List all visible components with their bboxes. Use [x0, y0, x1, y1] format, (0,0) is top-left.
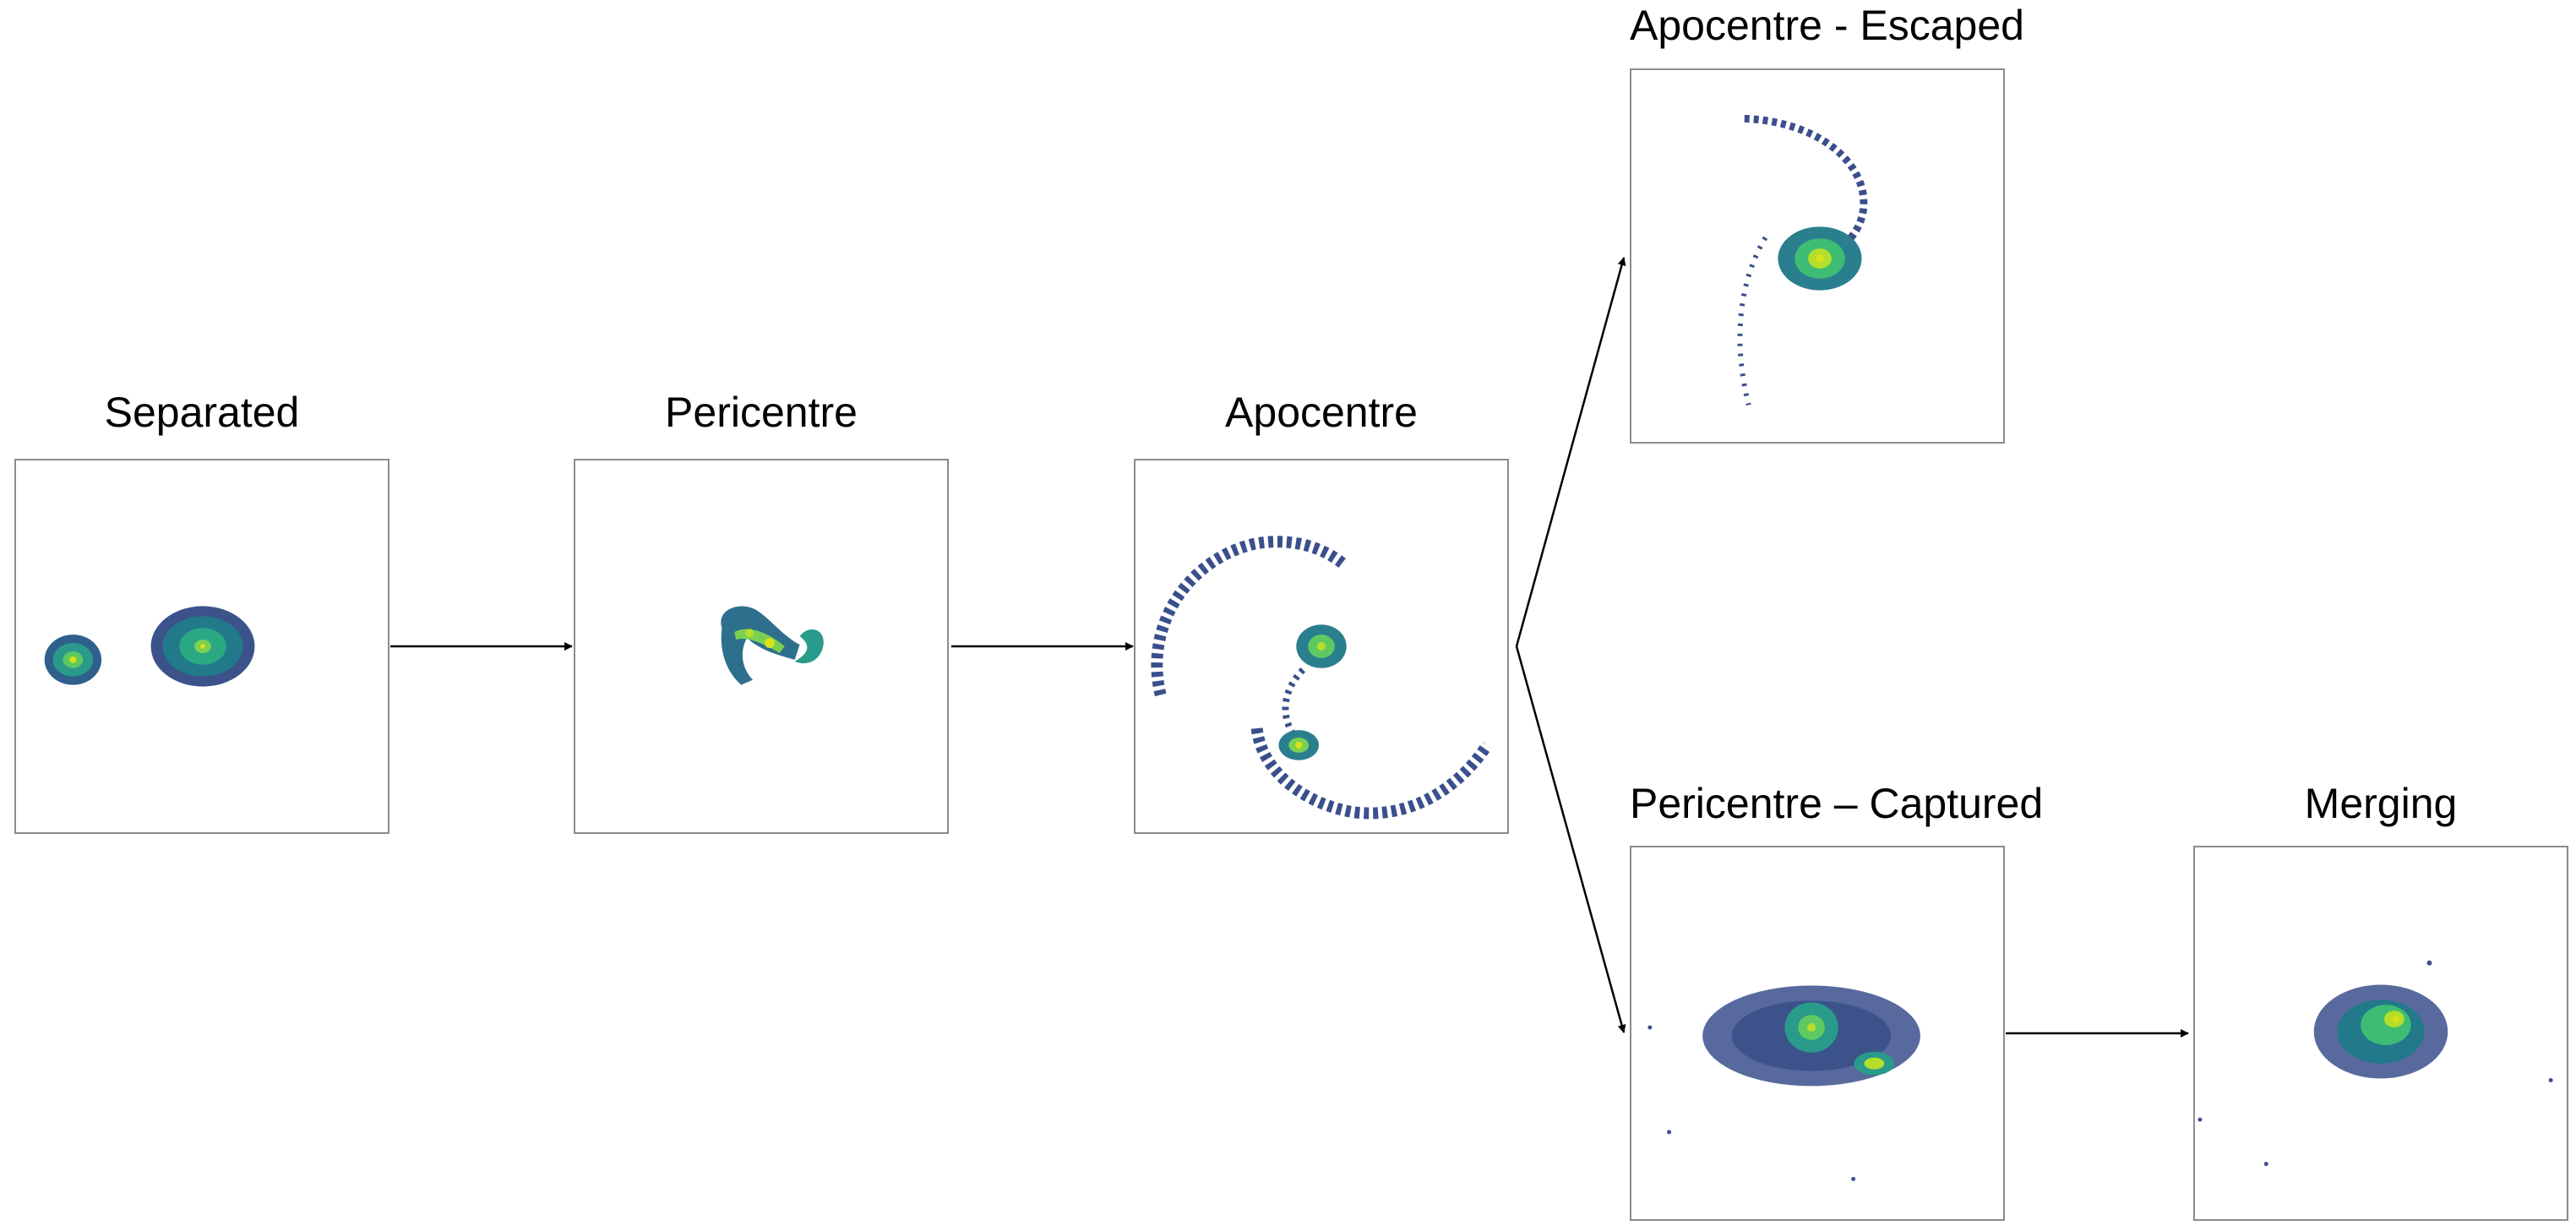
title-separated: Separated [104, 389, 300, 436]
snapshot-separated [44, 606, 255, 687]
snapshot-pericentre-captured [1647, 985, 1920, 1181]
snapshot-apocentre-escaped [1737, 115, 1868, 406]
panel-merging [2193, 846, 2568, 1221]
panel-separated [14, 459, 389, 834]
panel-apocentre-escaped [1630, 68, 2005, 444]
panel-apocentre [1134, 459, 1509, 834]
arrow-apocentre-to-captured [1515, 645, 1626, 1033]
panel-pericentre-captured [1630, 846, 2005, 1221]
title-apocentre-escaped: Apocentre - Escaped [1630, 2, 2024, 49]
panel-pericentre [574, 459, 949, 834]
title-pericentre: Pericentre [665, 389, 858, 436]
title-merging: Merging [2304, 780, 2458, 827]
title-apocentre: Apocentre [1225, 389, 1418, 436]
snapshot-merging [2197, 960, 2553, 1167]
title-pericentre-captured: Pericentre – Captured [1630, 780, 2044, 827]
snapshot-pericentre [721, 606, 824, 685]
snapshot-apocentre [1151, 536, 1492, 820]
arrow-apocentre-to-escaped [1515, 257, 1626, 647]
